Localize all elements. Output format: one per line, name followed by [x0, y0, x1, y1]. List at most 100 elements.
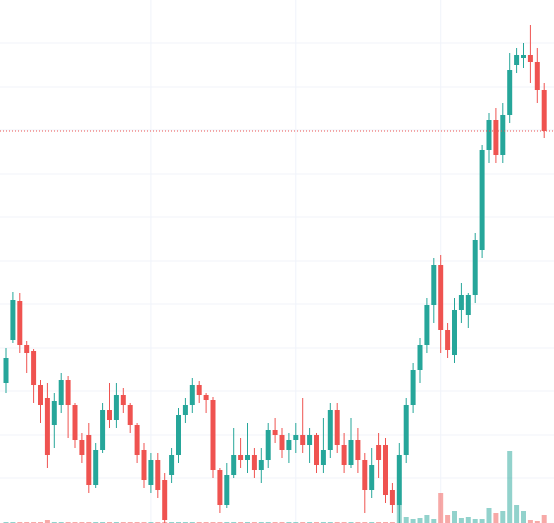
volume-bar [445, 515, 451, 523]
candle-body [362, 460, 368, 490]
candle-body [251, 455, 257, 470]
candle-body [389, 490, 395, 505]
volume-bar [424, 515, 430, 523]
candle-body [3, 358, 9, 383]
candle-body [403, 405, 409, 455]
volume-bar [493, 513, 499, 523]
volume-bar [500, 511, 506, 523]
volume-bar [486, 508, 492, 523]
candle-body [100, 410, 106, 450]
candle-body [541, 90, 547, 131]
candle-body [383, 445, 388, 495]
candle-body [293, 435, 299, 440]
candle-body [424, 305, 430, 345]
candle-body [120, 395, 126, 405]
candle-body [162, 480, 168, 520]
volume-bar [438, 493, 444, 523]
candle-body [493, 120, 499, 155]
candle-body [458, 295, 464, 310]
candle-body [279, 435, 285, 450]
candle-body [238, 455, 244, 460]
candle-body [155, 460, 161, 490]
candle-body [189, 385, 195, 405]
candle-body [127, 405, 133, 425]
candle-body [396, 455, 402, 505]
candle-body [452, 310, 457, 355]
candle-body [51, 401, 57, 425]
candle-body [527, 55, 533, 62]
volume-bar [458, 518, 464, 523]
volume-bar [521, 511, 526, 523]
candle-body [93, 450, 99, 485]
candle-body [486, 120, 492, 150]
candle-body [507, 70, 513, 115]
candle-body [258, 460, 264, 470]
candle-body [472, 240, 478, 295]
candle-body [107, 410, 112, 420]
candle-body [334, 410, 340, 445]
candle-body [314, 435, 319, 465]
volume-bar [431, 519, 437, 523]
candle-body [479, 150, 485, 250]
volume-bar [403, 517, 409, 523]
candle-body [327, 410, 333, 450]
candle-body [341, 445, 347, 465]
candle-body [300, 435, 306, 445]
candle-body [417, 345, 423, 370]
candle-body [465, 295, 471, 315]
candle-body [24, 345, 30, 353]
candle-body [286, 440, 292, 450]
volume-bar [534, 521, 540, 523]
candle-body [79, 440, 85, 455]
candle-body [500, 115, 506, 155]
candle-body [58, 380, 64, 405]
candle-body [203, 395, 209, 400]
volume-bar [507, 451, 513, 523]
volume-bar [417, 518, 423, 523]
candle-body [65, 380, 71, 405]
candle-body [231, 455, 237, 475]
candle-body [410, 370, 416, 405]
volume-bar [514, 505, 520, 523]
candle-body [438, 265, 444, 330]
candle-body [265, 430, 271, 460]
candle-body [272, 430, 278, 435]
candle-body [86, 435, 92, 485]
candle-body [217, 470, 223, 505]
candle-body [245, 455, 250, 460]
candle-body [72, 405, 78, 440]
candle-body [355, 440, 361, 460]
candle-body [31, 351, 37, 385]
volume-bar [527, 520, 533, 523]
candle-body [182, 405, 188, 415]
candle-body [10, 300, 16, 340]
candle-body [148, 460, 154, 485]
candle-body [38, 385, 43, 405]
candle-body [348, 440, 354, 465]
candle-body [534, 62, 540, 90]
candle-body [376, 445, 382, 460]
volume-bar [452, 511, 457, 523]
candle-body [514, 55, 520, 65]
volume-bar [541, 515, 547, 523]
volume-bar [479, 519, 485, 523]
volume-bar [472, 519, 478, 523]
volume-bar [44, 520, 50, 523]
volume-bar [465, 517, 471, 523]
candle-body [521, 55, 526, 58]
candle-body [210, 400, 216, 470]
candle-body [44, 398, 50, 455]
candle-body [307, 435, 313, 445]
volume-bar [410, 519, 416, 523]
candle-body [169, 455, 175, 475]
candle-body [196, 385, 202, 395]
candle-body [369, 465, 375, 490]
candle-body [17, 301, 23, 345]
candle-body [224, 475, 230, 505]
candle-body [113, 395, 119, 420]
candle-body [445, 330, 451, 350]
candle-body [134, 425, 140, 455]
candle-body [176, 415, 181, 455]
candle-body [431, 265, 437, 305]
